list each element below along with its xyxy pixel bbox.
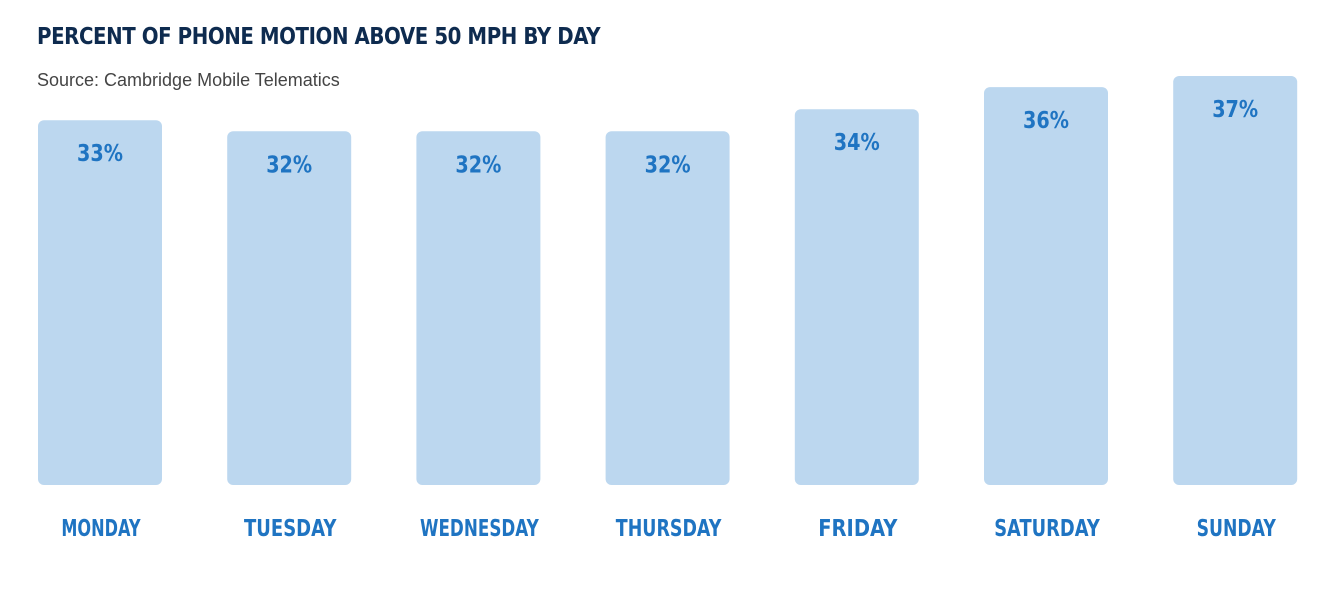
category-label-monday: MONDAY xyxy=(61,516,140,542)
bar-thursday xyxy=(605,131,730,486)
bar-sunday xyxy=(1173,76,1298,485)
bar-tuesday xyxy=(227,131,352,486)
category-label-friday: FRIDAY xyxy=(818,516,897,542)
bar-value-label: 33% xyxy=(77,141,123,167)
chart-title: PERCENT OF PHONE MOTION ABOVE 50 MPH BY … xyxy=(37,24,601,50)
category-label-thursday: THURSDAY xyxy=(616,516,722,542)
bar-value-label: 32% xyxy=(455,152,501,178)
category-label-saturday: SATURDAY xyxy=(994,516,1100,542)
bar-wednesday xyxy=(416,131,541,486)
bar-value-label: 34% xyxy=(834,130,880,156)
bar-friday xyxy=(794,109,919,485)
bar-value-label: 36% xyxy=(1023,108,1069,134)
bar-monday xyxy=(38,120,162,485)
category-label-sunday: SUNDAY xyxy=(1197,516,1276,542)
bar-value-label: 32% xyxy=(645,152,691,178)
bar-value-label: 37% xyxy=(1212,97,1258,123)
category-label-wednesday: WEDNESDAY xyxy=(420,516,539,542)
chart-subtitle: Source: Cambridge Mobile Telematics xyxy=(37,70,340,90)
bar-value-label: 32% xyxy=(266,152,312,178)
category-label-tuesday: TUESDAY xyxy=(244,516,337,542)
bar-saturday xyxy=(984,87,1108,485)
